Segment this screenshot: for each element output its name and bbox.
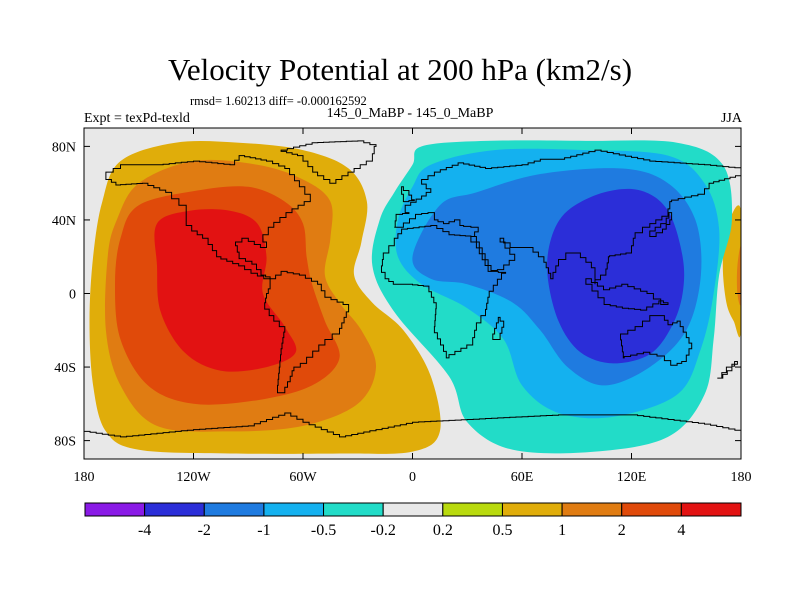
colorbar-label: -4 — [138, 522, 151, 539]
experiment-label: Expt = texPd-texld — [84, 111, 190, 126]
coastline-australia — [620, 315, 693, 366]
x-tick-label: 120E — [617, 470, 647, 485]
colorbar-label: -0.5 — [311, 522, 336, 539]
coastline-new-zealand — [717, 361, 738, 379]
colorbar-swatch — [263, 502, 325, 517]
y-tick-label: 40N — [52, 214, 76, 229]
x-tick-label: 60E — [511, 470, 534, 485]
x-tick-label: 60W — [289, 470, 317, 485]
coastline-greenland — [280, 140, 377, 184]
coastline-japan — [649, 212, 673, 237]
coastline-antarctica — [84, 412, 741, 459]
contour-fills — [84, 128, 741, 459]
y-tick-label: 80N — [52, 140, 76, 155]
colorbar-label: 4 — [677, 522, 685, 539]
colorbar-label: -2 — [198, 522, 211, 539]
colorbar-swatch — [382, 502, 444, 517]
y-tick-label: 80S — [54, 435, 76, 450]
colorbar-swatch — [501, 502, 563, 517]
contour-positive-anomaly-east-edge-level-1 — [736, 246, 741, 306]
colorbar-label: -0.2 — [371, 522, 396, 539]
x-tick-label: 180 — [74, 470, 95, 485]
x-tick-label: 120W — [176, 470, 211, 485]
colorbar-swatch — [84, 502, 146, 517]
colorbar-label: 0.5 — [492, 522, 512, 539]
contour-positive-anomaly-pacific-america-level-4 — [154, 209, 297, 372]
statistics-label: rmsd= 1.60213 diff= -0.000162592 — [190, 94, 367, 108]
colorbar-label: -1 — [257, 522, 270, 539]
colorbar-swatch — [442, 502, 503, 517]
colorbar-label: 0.2 — [433, 522, 453, 539]
colorbar-swatch — [561, 502, 623, 517]
y-tick-label: 40S — [54, 361, 76, 376]
coastline-indonesia — [585, 278, 669, 311]
coastline-madagascar — [492, 316, 505, 340]
colorbar-swatch — [144, 502, 205, 517]
colorbar-swatch — [680, 502, 742, 517]
colorbar-swatch — [323, 502, 384, 517]
colorbar-label: 2 — [618, 522, 626, 539]
y-tick-label: 0 — [69, 288, 76, 303]
contour-negative-anomaly-eurasia-indian-ocean-level-neg2 — [547, 188, 685, 364]
x-tick-label: 0 — [409, 470, 416, 485]
coastline-eurasia — [394, 149, 741, 285]
coastline-uk — [401, 186, 415, 203]
coastline-africa — [381, 225, 507, 359]
runs-subtitle: 145_0_MaBP - 145_0_MaBP — [326, 106, 494, 121]
colorbar: -4 -2 -1 -0.5 -0.2 0.2 0.5 1 2 4 — [84, 502, 742, 539]
x-tick-label: 180 — [731, 470, 752, 485]
colorbar-swatch — [621, 502, 682, 517]
colorbar-swatch — [203, 502, 265, 517]
chart-title: Velocity Potential at 200 hPa (km2/s) — [167, 52, 633, 87]
coastlines — [84, 140, 741, 459]
colorbar-label: 1 — [558, 522, 566, 539]
map-axes: 180 120W 60W 0 60E 120E 180 80N 40N 0 40S 80S — [52, 128, 752, 485]
coastline-north-america — [105, 155, 311, 280]
season-label: JJA — [720, 111, 742, 126]
coastline-south-america — [264, 270, 350, 394]
